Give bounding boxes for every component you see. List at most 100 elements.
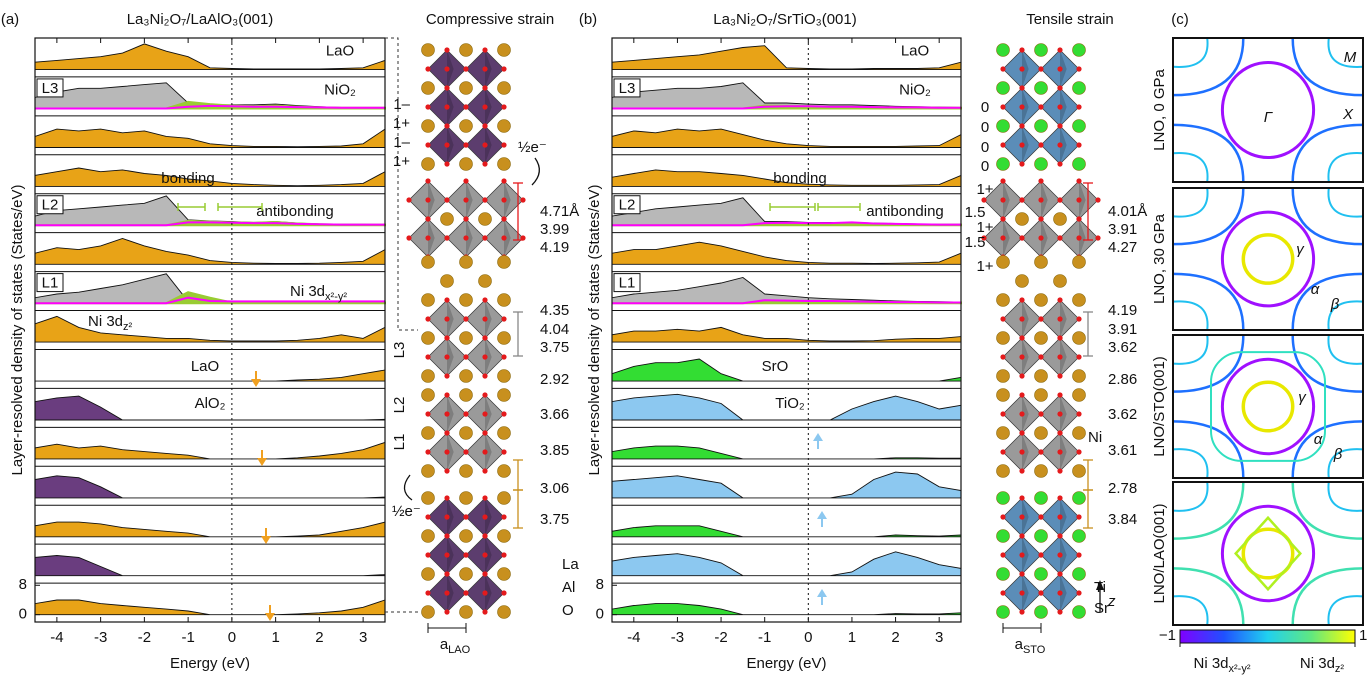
octahedron-face <box>1060 338 1067 376</box>
oxygen <box>1038 590 1044 596</box>
oxygen <box>444 297 450 303</box>
layer-label: LaO <box>326 43 354 60</box>
z-label: z <box>1107 593 1116 610</box>
fs-symbol: γ <box>1298 389 1307 406</box>
panel-label: (c) <box>1171 11 1189 28</box>
oxygen <box>444 47 450 53</box>
cation <box>996 157 1010 171</box>
cation <box>1053 274 1067 288</box>
octahedron-face <box>1022 536 1029 574</box>
cation <box>459 293 473 307</box>
cation <box>996 605 1010 619</box>
gap-arrow-head <box>251 379 261 387</box>
fermi-curves <box>1173 482 1363 625</box>
octahedron-face <box>1060 88 1067 126</box>
orbital-label: Ni 3dz² <box>88 313 133 333</box>
distance-label: 2.78 <box>1108 480 1137 497</box>
fermi-sheet <box>1291 123 1363 182</box>
cation <box>497 464 511 478</box>
transfer-arrow <box>403 474 413 501</box>
fermi-sheet <box>1173 482 1209 512</box>
plot-frame <box>611 37 962 623</box>
charge-label: 1+ <box>976 219 993 236</box>
fermi-sheet <box>1291 38 1363 97</box>
dos-area <box>34 555 386 577</box>
cation <box>497 81 511 95</box>
guide-dashed <box>385 37 418 613</box>
fermi-sheet <box>1173 152 1209 182</box>
charge-label: 1.5 <box>965 234 986 251</box>
oxygen <box>1057 66 1063 72</box>
y-tick-label: 8 <box>19 576 27 593</box>
oxygen <box>1038 178 1044 184</box>
cation <box>1072 255 1086 269</box>
oxygen <box>1076 449 1082 455</box>
oxygen <box>1057 411 1063 417</box>
cation <box>497 157 511 171</box>
oxygen <box>444 609 450 615</box>
fermi-sheet <box>1291 482 1363 540</box>
oxygen <box>1019 411 1025 417</box>
oxygen <box>1057 123 1063 129</box>
oxygen <box>1038 411 1044 417</box>
cation <box>1072 157 1086 171</box>
oxygen <box>1000 66 1006 72</box>
fermi-sheet <box>1220 357 1316 456</box>
dos-area <box>611 45 962 71</box>
cation <box>996 293 1010 307</box>
dos-area <box>611 326 962 343</box>
oxygen <box>1076 411 1082 417</box>
dos-area <box>611 277 962 304</box>
cation <box>497 567 511 581</box>
fs-panel-label: LNO, 0 GPa <box>1151 68 1168 150</box>
oxygen <box>1057 354 1063 360</box>
strain-label: Tensile strain <box>1026 11 1114 28</box>
octahedron-face <box>1060 536 1067 574</box>
oxygen <box>1000 235 1006 241</box>
cation <box>1053 212 1067 226</box>
fs-symbol: α <box>1314 431 1323 448</box>
layer-label: LaO <box>191 358 219 375</box>
dos-area <box>611 241 962 265</box>
oxygen <box>501 197 507 203</box>
fermi-sheet <box>1210 351 1326 462</box>
lattice-label-sub: LAO <box>448 644 470 656</box>
fermi-sheet <box>1220 504 1316 603</box>
oxygen <box>425 411 431 417</box>
distance-label: 4.19 <box>540 239 569 256</box>
fermi-sheet <box>1220 60 1316 160</box>
octahedron-face <box>1022 498 1029 536</box>
charge-label: 0 <box>981 99 989 116</box>
colorbar-tick-label: −1 <box>1159 627 1176 644</box>
oxygen <box>444 392 450 398</box>
octahedron-face <box>1060 126 1067 164</box>
oxygen <box>482 373 488 379</box>
oxygen <box>1076 590 1082 596</box>
cation <box>421 369 435 383</box>
dos-line <box>612 221 961 227</box>
oxygen <box>1000 197 1006 203</box>
oxygen <box>1057 373 1063 379</box>
x-tick-label: 3 <box>359 629 367 646</box>
oxygen <box>463 514 469 520</box>
fs-symbol: γ <box>1296 241 1305 258</box>
layer-label: LaO <box>901 43 929 60</box>
fermi-sheet <box>1291 188 1363 246</box>
layer-tag-box <box>36 78 64 98</box>
oxygen <box>1095 197 1101 203</box>
cation <box>497 255 511 269</box>
cation <box>497 388 511 402</box>
plot-frame <box>34 37 386 623</box>
oxygen <box>501 411 507 417</box>
oxygen <box>1019 47 1025 53</box>
fermi-sheet <box>1173 188 1209 218</box>
charge-label: 0 <box>981 139 989 156</box>
oxygen <box>1019 316 1025 322</box>
oxygen <box>1019 609 1025 615</box>
cation <box>440 274 454 288</box>
colorbar-label-main: Ni 3d <box>1300 655 1335 672</box>
x-tick-label: 2 <box>891 629 899 646</box>
oxygen <box>482 468 488 474</box>
cation <box>1034 426 1048 440</box>
x-tick-label: -1 <box>181 629 194 646</box>
